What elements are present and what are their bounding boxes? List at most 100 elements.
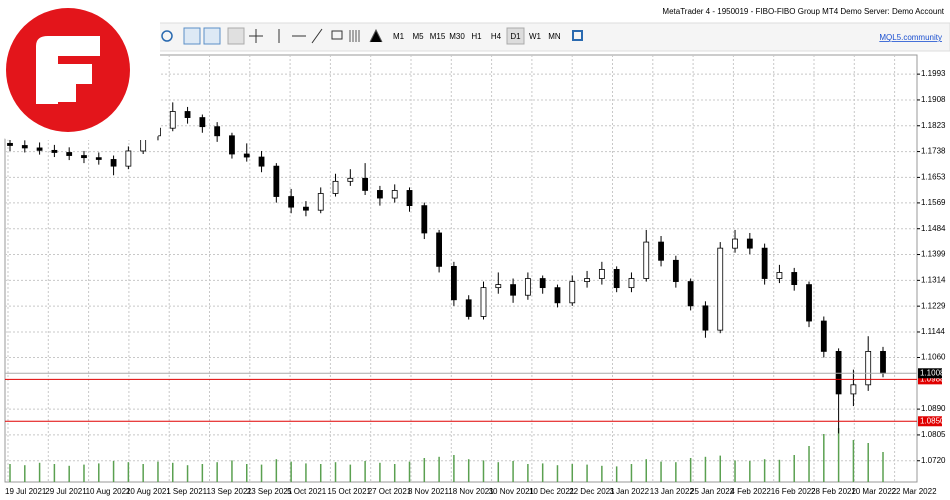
y-tick-label: 1.1653 — [921, 172, 946, 181]
x-tick-label: 1 Sep 2021 — [166, 487, 207, 496]
candle-body — [806, 284, 812, 322]
line-tools[interactable] — [278, 28, 323, 44]
fibo-tools[interactable] — [349, 28, 383, 43]
zoom-button[interactable] — [161, 30, 173, 42]
timeframe-button[interactable]: H1 — [471, 32, 482, 41]
candle-body — [835, 351, 842, 395]
candle-body — [332, 180, 339, 194]
fullscreen-button[interactable] — [572, 30, 583, 41]
y-tick-label: 1.1144 — [921, 327, 945, 336]
autoscroll-button[interactable] — [183, 27, 201, 45]
candle-body — [406, 190, 413, 207]
candle-body — [436, 232, 443, 267]
candle-body — [776, 272, 783, 279]
timeframe-label[interactable]: D1 — [510, 32, 521, 41]
x-tick-label: 22 Mar 2022 — [892, 487, 937, 496]
candle-body — [554, 287, 561, 304]
candle-body — [81, 155, 87, 159]
candle-body — [628, 278, 635, 289]
timeframe-button[interactable]: M1 — [393, 32, 405, 41]
candle-body — [524, 278, 531, 296]
candle-body — [7, 142, 13, 146]
x-tick-label: 10 Aug 2021 — [86, 487, 131, 496]
candle-body — [243, 153, 250, 158]
timeframe-label[interactable]: MN — [548, 32, 561, 41]
y-tick-label: 1.1569 — [921, 198, 946, 207]
y-tick-label: 1.1993 — [921, 69, 946, 78]
candle-body — [510, 284, 516, 296]
logo-letter — [36, 36, 100, 104]
y-tick-label: 1.1060 — [921, 353, 946, 362]
timeframe-label[interactable]: H4 — [491, 32, 502, 41]
x-tick-label: 10 Mar 2022 — [851, 487, 896, 496]
timeframe-button[interactable]: M30 — [449, 32, 465, 41]
candle-body — [495, 284, 502, 289]
candle-body — [820, 320, 827, 352]
candle-body — [465, 299, 472, 317]
timeframe-label[interactable]: M30 — [449, 32, 465, 41]
x-tick-label: 25 Jan 2022 — [690, 487, 735, 496]
timeframe-button[interactable]: M5 — [412, 32, 424, 41]
candle-body — [865, 351, 872, 386]
level-label-bg — [918, 416, 942, 427]
shift-button[interactable] — [203, 27, 221, 45]
candle-body — [450, 265, 457, 301]
timeframe-button[interactable]: M15 — [430, 32, 446, 41]
level-label-bg — [918, 374, 942, 385]
timeframe-label[interactable]: H1 — [471, 32, 482, 41]
y-tick-label: 1.0805 — [921, 430, 946, 439]
x-tick-label: 13 Jan 2022 — [650, 487, 695, 496]
candle-body — [199, 117, 206, 128]
level-label: 1.0988 — [920, 374, 945, 383]
candle-body — [36, 147, 43, 151]
current-price-label: 1.1008 — [920, 368, 945, 377]
crosshair-button[interactable] — [249, 29, 263, 43]
x-tick-label: 10 Dec 2021 — [529, 487, 575, 496]
candle-body — [169, 111, 176, 129]
y-tick-label: 1.1229 — [921, 301, 946, 310]
candle-body — [732, 238, 738, 249]
mql5-link[interactable]: MQL5.community — [879, 33, 942, 42]
candle-body — [125, 150, 132, 167]
candle-body — [184, 111, 191, 118]
cursor-button[interactable] — [227, 27, 245, 45]
timeframe-active-bg[interactable] — [506, 27, 525, 45]
candle-body — [613, 269, 620, 289]
timeframe-label[interactable]: W1 — [529, 32, 542, 41]
x-tick-label: 16 Feb 2022 — [771, 487, 816, 496]
timeframe-button[interactable]: W1 — [529, 32, 542, 41]
candle-body — [480, 287, 487, 317]
x-tick-label: 28 Feb 2022 — [811, 487, 856, 496]
candle-body — [569, 281, 576, 304]
current-price-bg — [918, 368, 942, 379]
window-title: MetaTrader 4 - 1950019 - FIBO-FIBO Group… — [662, 7, 944, 16]
candle-body — [584, 278, 590, 282]
title-bar — [0, 0, 950, 23]
candle-body — [702, 305, 709, 331]
timeframe-button[interactable]: MN — [548, 32, 561, 41]
x-tick-label: 20 Aug 2021 — [126, 487, 171, 496]
candle-body — [850, 384, 857, 395]
y-tick-label: 1.1738 — [921, 147, 946, 156]
timeframe-bar: M1 M5 M15 M30 H1 H4 D1 W1 MN — [393, 27, 561, 45]
toolbar-icons[interactable] — [161, 27, 583, 45]
candle-body — [643, 241, 650, 279]
timeframe-label[interactable]: M5 — [412, 32, 424, 41]
x-tick-label: 5 Oct 2021 — [287, 487, 327, 496]
timeframe-button[interactable]: H4 — [491, 32, 502, 41]
candle-body — [687, 281, 694, 307]
text-tool[interactable] — [331, 30, 343, 40]
candle-body — [273, 165, 280, 197]
candle-body — [421, 205, 428, 234]
timeframe-label[interactable]: M15 — [430, 32, 446, 41]
candle-body — [377, 190, 383, 199]
timeframe-label[interactable]: M1 — [393, 32, 405, 41]
timeframe-button[interactable]: D1 — [506, 27, 525, 45]
y-tick-label: 1.1484 — [921, 224, 946, 233]
candle-body — [362, 177, 369, 191]
candle-body — [391, 190, 398, 199]
y-tick-label: 1.1314 — [921, 275, 946, 284]
x-tick-label: 30 Nov 2021 — [489, 487, 535, 496]
x-tick-label: 23 Sep 2021 — [247, 487, 293, 496]
